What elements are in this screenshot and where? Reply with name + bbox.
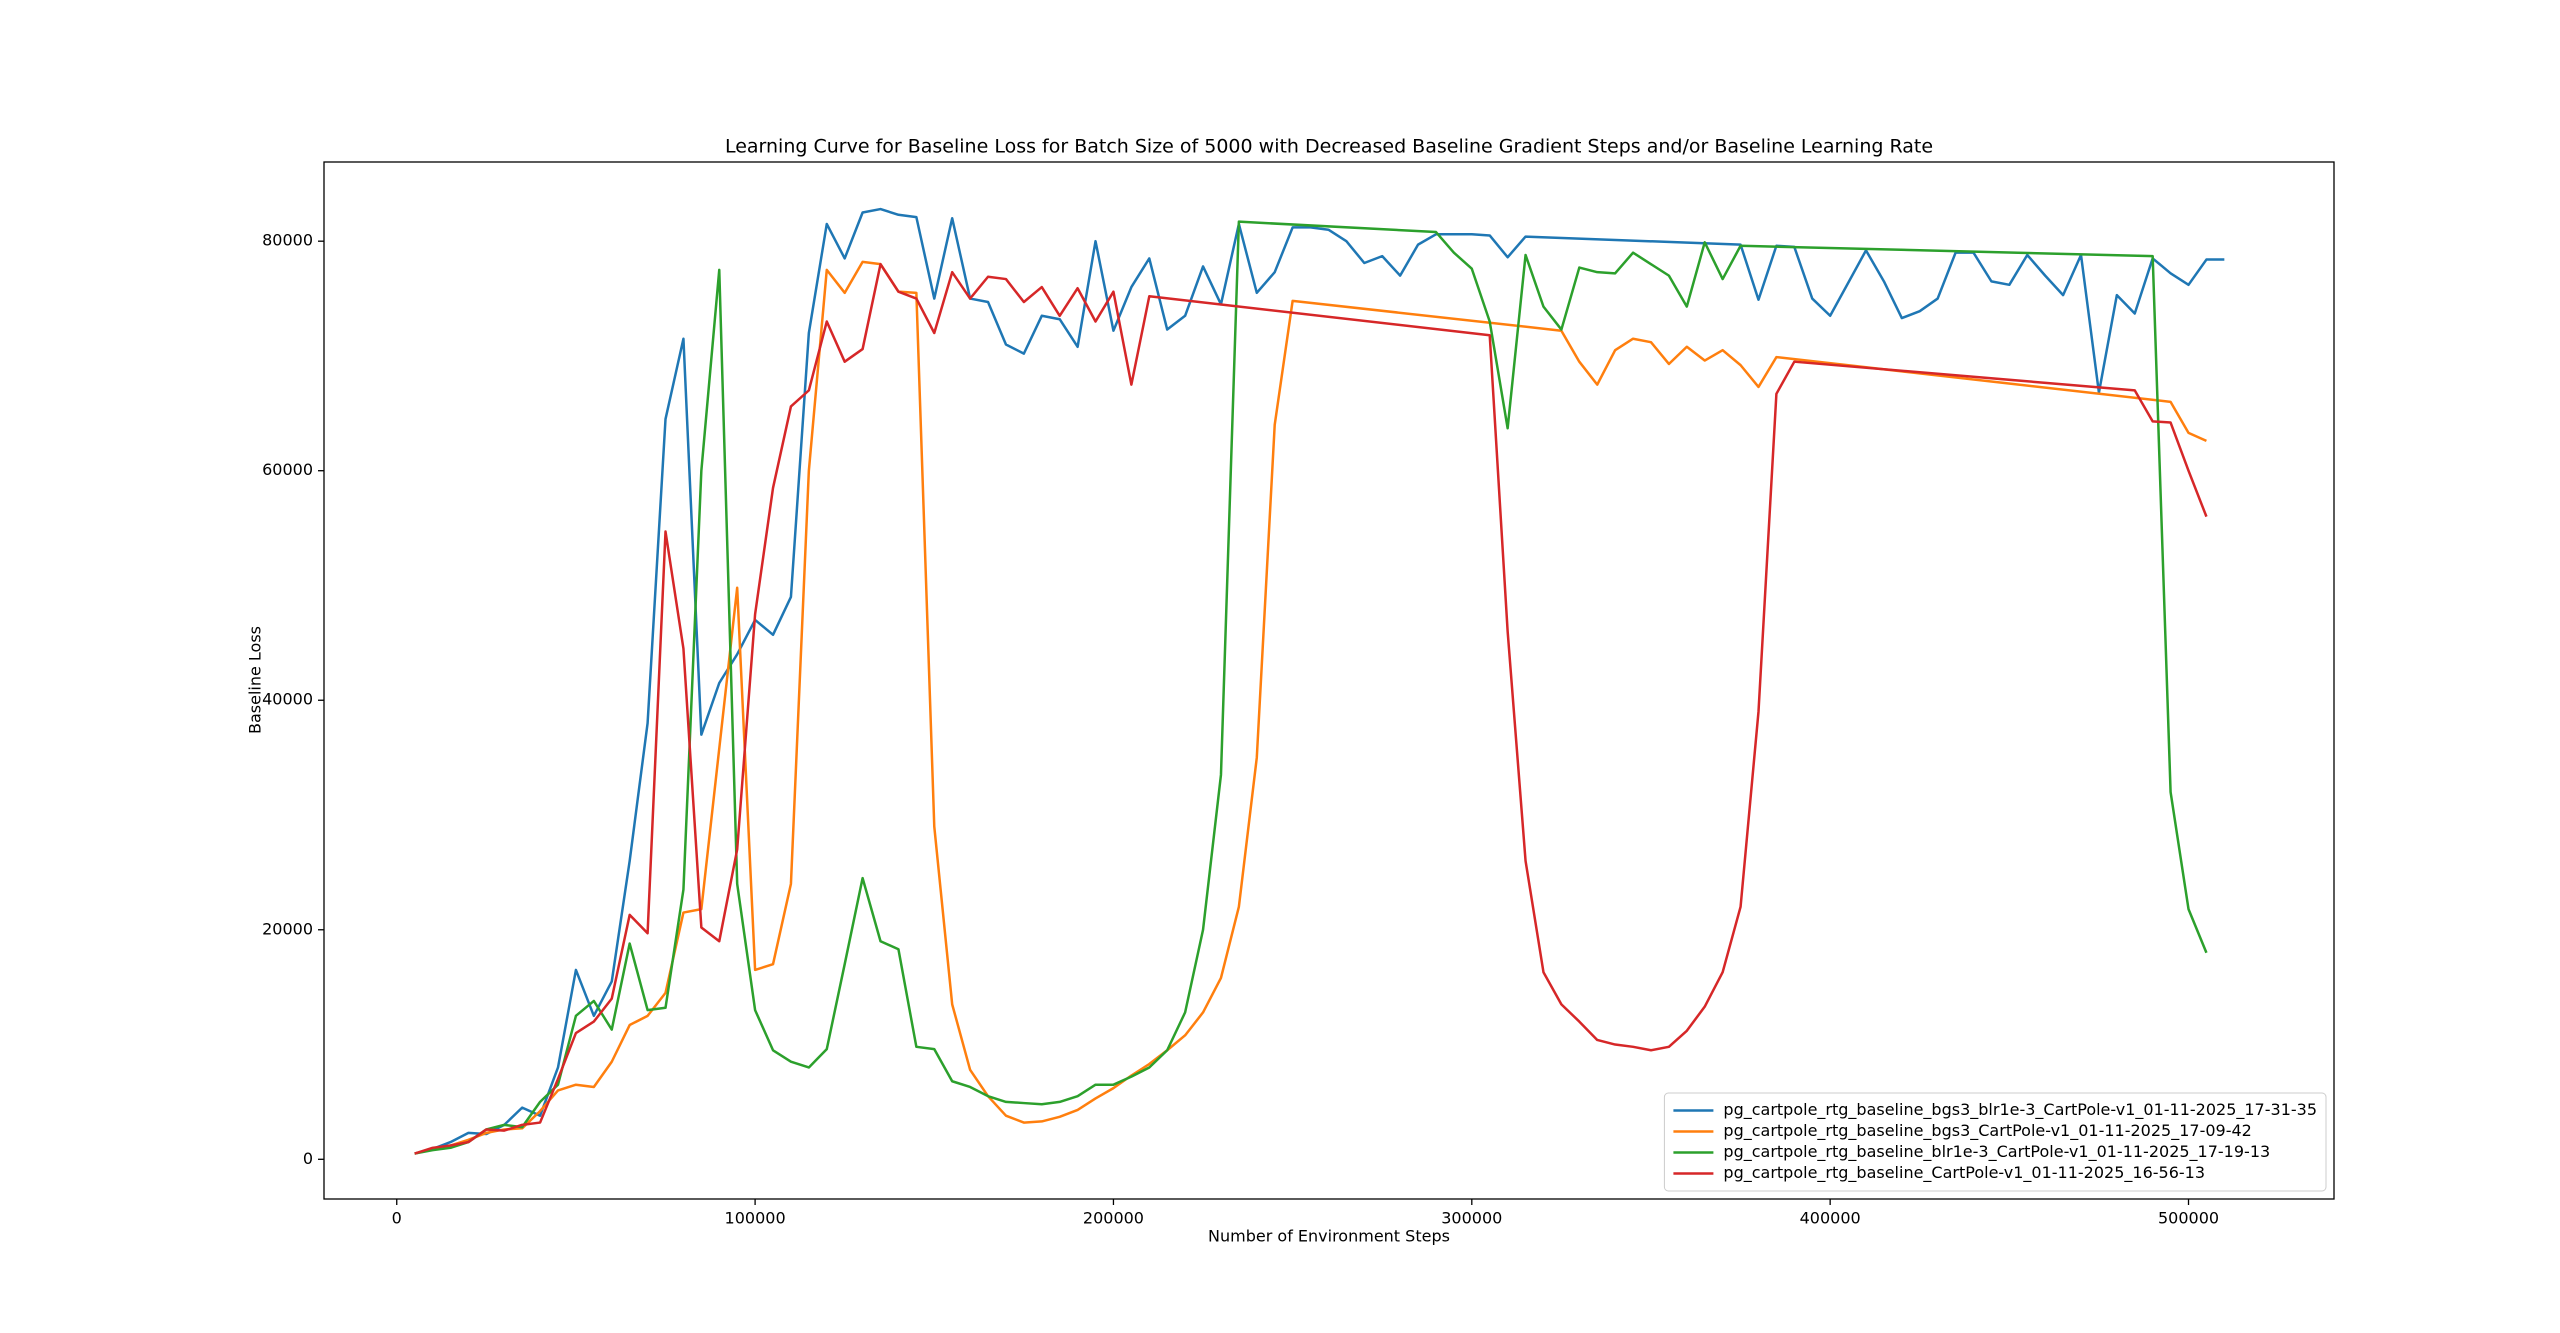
y-axis-label: Baseline Loss — [246, 626, 265, 734]
legend-box — [1663, 1092, 2327, 1192]
legend-label: pg_cartpole_rtg_baseline_blr1e-3_CartPol… — [1723, 1142, 2270, 1162]
legend-label: pg_cartpole_rtg_baseline_bgs3_CartPole-v… — [1723, 1121, 2251, 1141]
x-tick-label: 0 — [392, 1209, 402, 1228]
series-line — [414, 262, 2208, 1155]
x-tick-label: 100000 — [725, 1209, 786, 1228]
chart-title: Learning Curve for Baseline Loss for Bat… — [725, 136, 1933, 158]
series-line — [414, 220, 2208, 1155]
x-tick-label: 500000 — [2158, 1209, 2219, 1228]
y-tick-label: 40000 — [262, 690, 313, 709]
plot-frame — [323, 161, 2335, 1200]
x-tick-label: 400000 — [1800, 1209, 1861, 1228]
x-tick-label: 200000 — [1083, 1209, 1144, 1228]
y-tick-label: 60000 — [262, 460, 313, 479]
x-axis-label: Number of Environment Steps — [1208, 1227, 1450, 1246]
legend-label: pg_cartpole_rtg_baseline_bgs3_blr1e-3_Ca… — [1723, 1100, 2317, 1120]
series-line — [414, 207, 2225, 1155]
y-tick-label: 20000 — [262, 919, 313, 938]
y-tick-label: 0 — [303, 1149, 313, 1168]
legend-label: pg_cartpole_rtg_baseline_CartPole-v1_01-… — [1723, 1163, 2205, 1183]
legend: pg_cartpole_rtg_baseline_bgs3_blr1e-3_Ca… — [1663, 1092, 2327, 1192]
x-tick-label: 300000 — [1441, 1209, 1502, 1228]
y-tick-label: 80000 — [262, 231, 313, 250]
series-line — [414, 260, 2207, 1155]
